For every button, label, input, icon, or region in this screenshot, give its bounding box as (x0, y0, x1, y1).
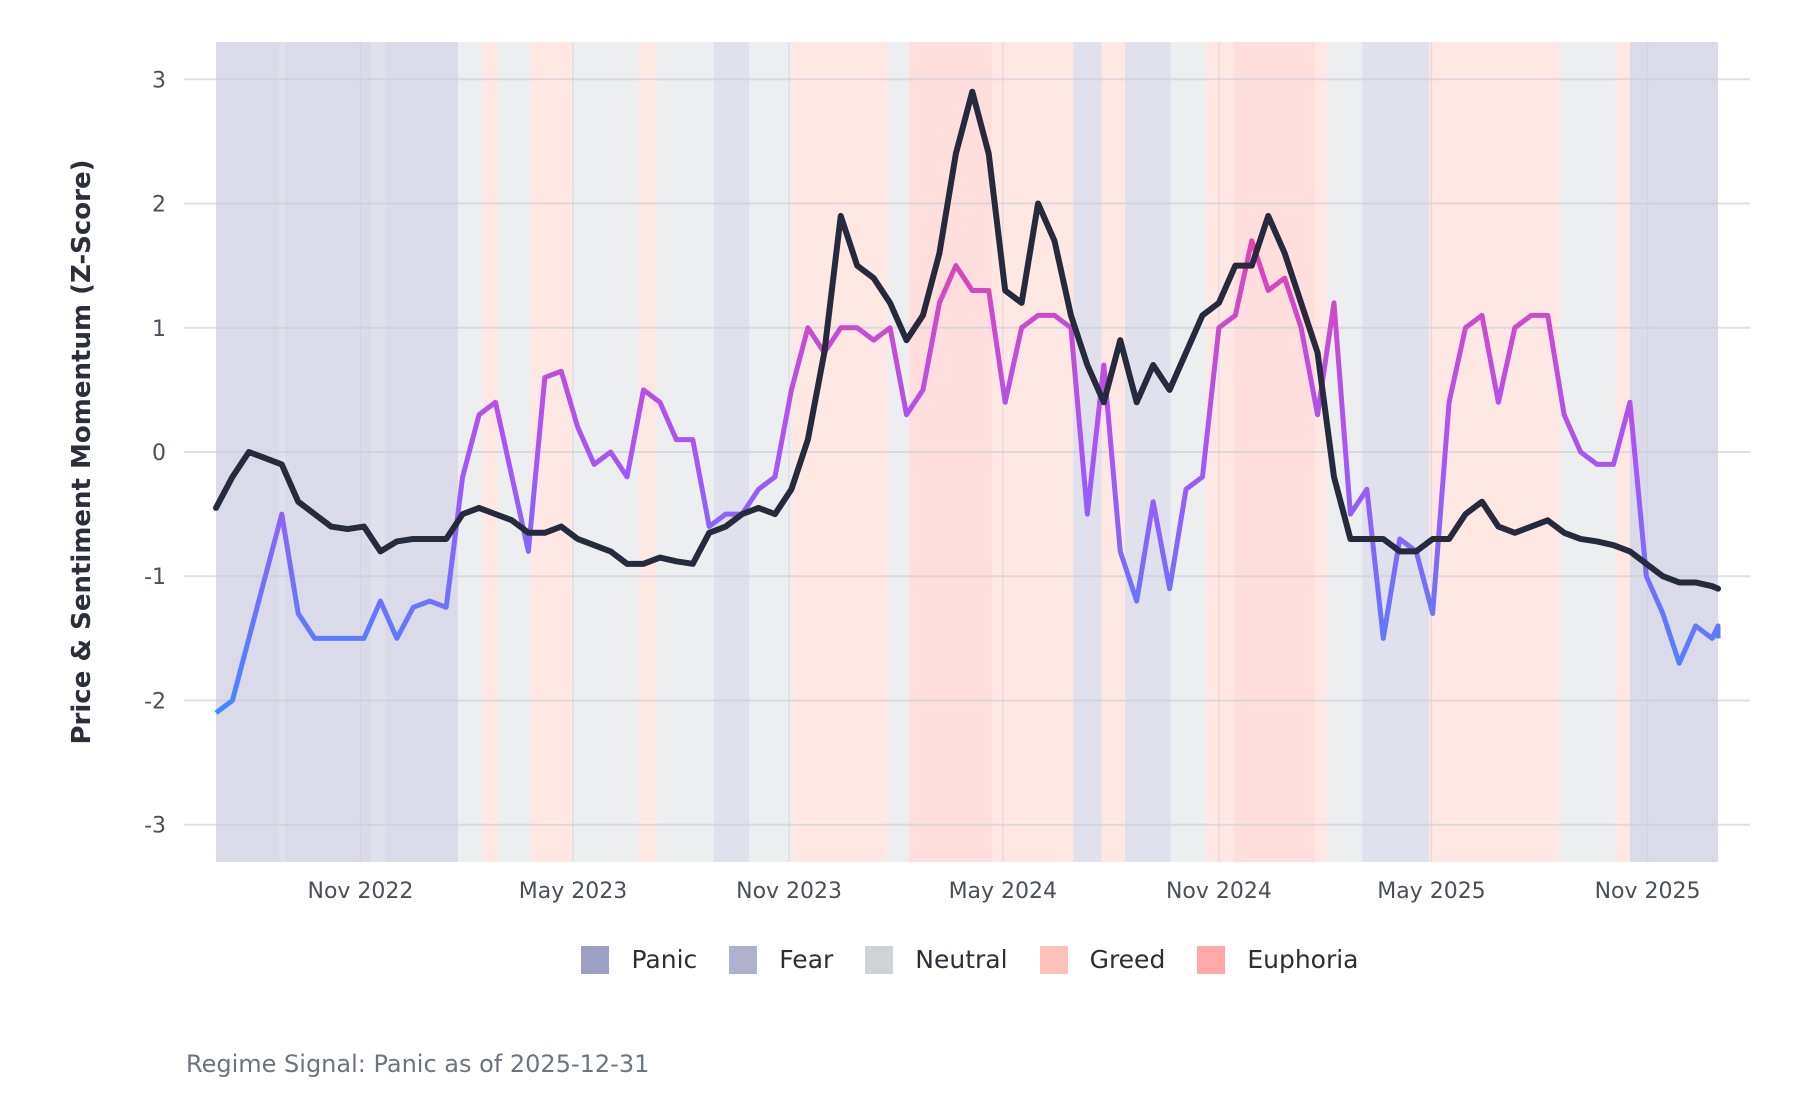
legend-item-neutral[interactable]: Neutral (865, 945, 1008, 974)
legend-item-panic[interactable]: Panic (581, 945, 697, 974)
y-tick-label: -2 (144, 689, 166, 714)
x-tick-label: Nov 2025 (1595, 879, 1701, 904)
y-tick-label: 3 (152, 68, 166, 93)
legend-label: Panic (631, 945, 698, 974)
legend-swatch-fear (729, 945, 758, 974)
sentiment-momentum-line (214, 238, 1721, 715)
gridlines (184, 42, 1750, 862)
legend-label: Neutral (915, 945, 1008, 974)
x-tick-label: May 2023 (519, 879, 627, 904)
legend-label: Fear (779, 945, 834, 974)
y-tick-label: 0 (152, 441, 166, 466)
legend-swatch-euphoria (1197, 945, 1226, 974)
y-tick-label: 1 (152, 317, 166, 342)
legend-item-fear[interactable]: Fear (729, 945, 833, 974)
series-layer (213, 88, 1721, 715)
y-tick-label: -3 (144, 814, 166, 839)
y-tick-labels: 3 2 1 0 -1 -2 -3 (144, 68, 166, 838)
legend-swatch-panic (581, 945, 610, 974)
x-tick-label: May 2025 (1377, 879, 1485, 904)
price-momentum-line (213, 88, 1721, 592)
x-tick-label: May 2024 (949, 879, 1057, 904)
x-tick-label: Nov 2024 (1166, 879, 1272, 904)
legend-label: Euphoria (1247, 945, 1359, 974)
legend-label: Greed (1089, 945, 1166, 974)
y-tick-label: -1 (144, 565, 166, 590)
x-tick-label: Nov 2022 (307, 879, 413, 904)
legend-swatch-greed (1039, 945, 1068, 974)
y-axis-title: Price & Sentiment Momentum (Z-Score) (67, 160, 97, 745)
x-tick-labels: Nov 2022 May 2023 Nov 2023 May 2024 Nov 2024… (307, 879, 1700, 904)
regime-signal-footnote: Regime Signal: Panic as of 2025-12-31 (186, 1050, 650, 1078)
legend-item-greed[interactable]: Greed (1039, 945, 1166, 974)
legend-item-euphoria[interactable]: Euphoria (1197, 945, 1359, 974)
y-tick-label: 2 (152, 193, 166, 218)
legend-swatch-neutral (865, 945, 894, 974)
x-tick-label: Nov 2023 (736, 879, 842, 904)
legend: Panic Fear Neutral Greed Euphoria (0, 945, 1800, 974)
